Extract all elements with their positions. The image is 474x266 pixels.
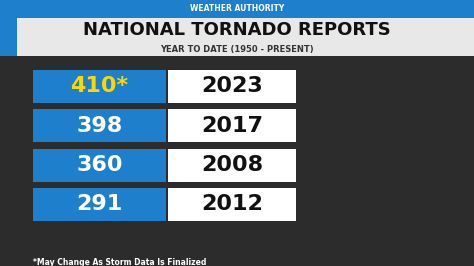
FancyBboxPatch shape [168,188,296,221]
Text: 2008: 2008 [201,155,264,175]
FancyBboxPatch shape [0,0,474,56]
Text: 360: 360 [76,155,123,175]
Text: 2017: 2017 [201,116,263,136]
Text: NATIONAL TORNADO REPORTS: NATIONAL TORNADO REPORTS [83,21,391,39]
FancyBboxPatch shape [168,70,296,103]
FancyBboxPatch shape [0,18,17,56]
Text: 398: 398 [76,116,123,136]
Text: YEAR TO DATE (1950 - PRESENT): YEAR TO DATE (1950 - PRESENT) [160,45,314,54]
FancyBboxPatch shape [33,70,166,103]
FancyBboxPatch shape [168,148,296,182]
FancyBboxPatch shape [33,148,166,182]
Text: WEATHER AUTHORITY: WEATHER AUTHORITY [190,4,284,13]
FancyBboxPatch shape [168,109,296,142]
Text: 2012: 2012 [201,194,263,214]
Text: 410*: 410* [71,76,128,96]
FancyBboxPatch shape [33,109,166,142]
Text: 291: 291 [76,194,123,214]
FancyBboxPatch shape [33,188,166,221]
Text: *May Change As Storm Data Is Finalized: *May Change As Storm Data Is Finalized [33,258,207,266]
Text: 2023: 2023 [201,76,263,96]
FancyBboxPatch shape [0,0,474,18]
